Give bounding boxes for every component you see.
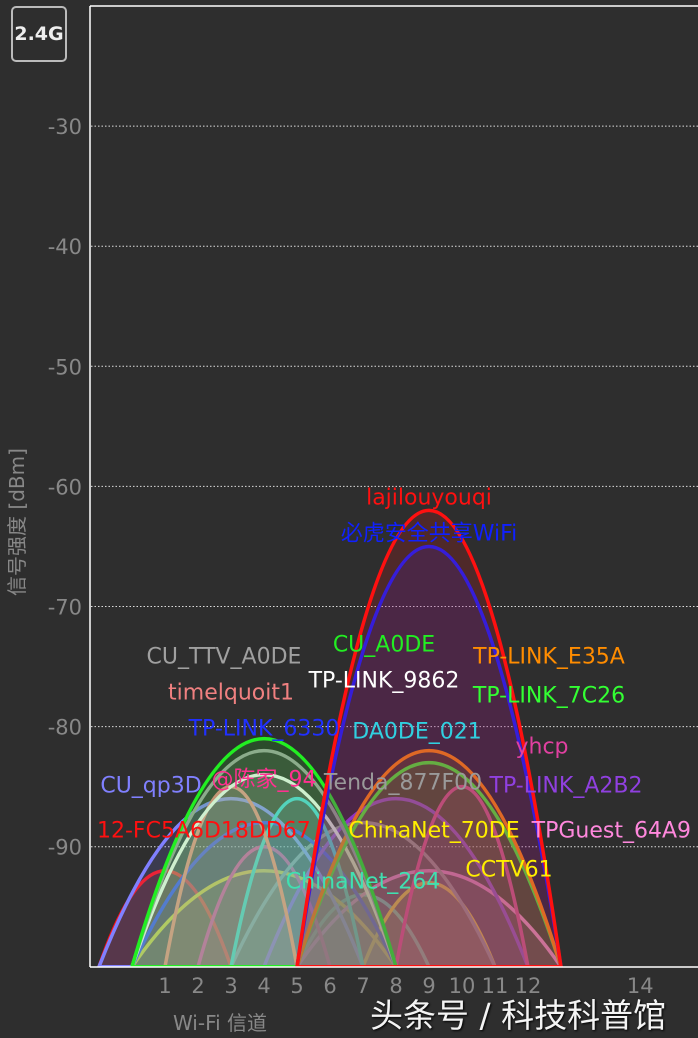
x-tick-label: 14 [627,974,654,998]
x-tick-label: 4 [257,974,270,998]
network-label: TP-LINK_A2B2 [489,774,643,799]
x-tick-label: 10 [449,974,476,998]
watermark: 头条号 / 科技科普馆 [370,996,667,1035]
network-label: TP-LINK_9862 [308,669,460,694]
network-label: TP-LINK_7C26 [472,684,625,709]
y-tick-label: -50 [48,355,82,379]
network-label: @陈家_94 [212,768,317,793]
network-label: TPGuest_64A9 [531,819,691,844]
network-curve [295,749,563,967]
network-label: CU_qp3D [100,774,201,799]
network-curve [228,821,498,967]
network-curve [130,737,398,967]
network-label: CU_A0DE [333,633,435,658]
y-tick-label: -40 [48,235,82,259]
network-curve [229,797,365,967]
y-tick-label: -80 [48,716,82,740]
network-curve [295,509,563,967]
x-tick-label: 7 [356,974,369,998]
x-tick-label: 2 [191,974,204,998]
x-tick-label: 3 [224,974,237,998]
y-tick-label: -70 [48,596,82,620]
network-label: CCTV61 [465,858,552,883]
x-tick-label: 8 [389,974,402,998]
network-curve [129,821,399,967]
network-label: CU_TTV_A0DE [147,645,302,670]
network-label: 12-FC5A6D18DD67 [97,819,311,844]
x-axis-title: Wi-Fi 信道 [173,1011,267,1035]
network-curve [295,760,563,967]
network-label: TP-LINK_6330 [188,717,340,742]
network-label: yhcp [515,735,568,760]
network-curve [130,772,398,967]
network-label: TP-LINK_E35A [472,645,625,670]
network-label: timelquoit1 [168,681,294,706]
network-label: ChinaNet_264 [286,870,440,895]
network-curve [163,784,299,967]
x-tick-label: 12 [515,974,542,998]
x-tick-label: 5 [290,974,303,998]
network-label: Tenda_877F00 [323,771,482,796]
network-curve [394,784,530,967]
network-curve [295,545,563,967]
band-2-4g-button[interactable]: 2.4G [11,6,67,62]
x-tick-label: 9 [422,974,435,998]
y-tick-label: -60 [48,475,82,499]
network-label: 必虎安全共享WiFi [341,521,518,546]
x-tick-label: 6 [323,974,336,998]
y-tick-label: -30 [48,115,82,139]
network-label: lajilouyouqi [366,485,492,510]
y-tick-label: -90 [48,836,82,860]
x-tick-label: 11 [482,974,509,998]
network-label: ChinaNet_70DE [348,819,519,844]
x-tick-label: 1 [158,974,171,998]
y-axis-title: 信号强度 [dBm] [5,448,29,596]
network-curve [97,796,365,967]
network-label: DA0DE_021 [352,720,481,745]
